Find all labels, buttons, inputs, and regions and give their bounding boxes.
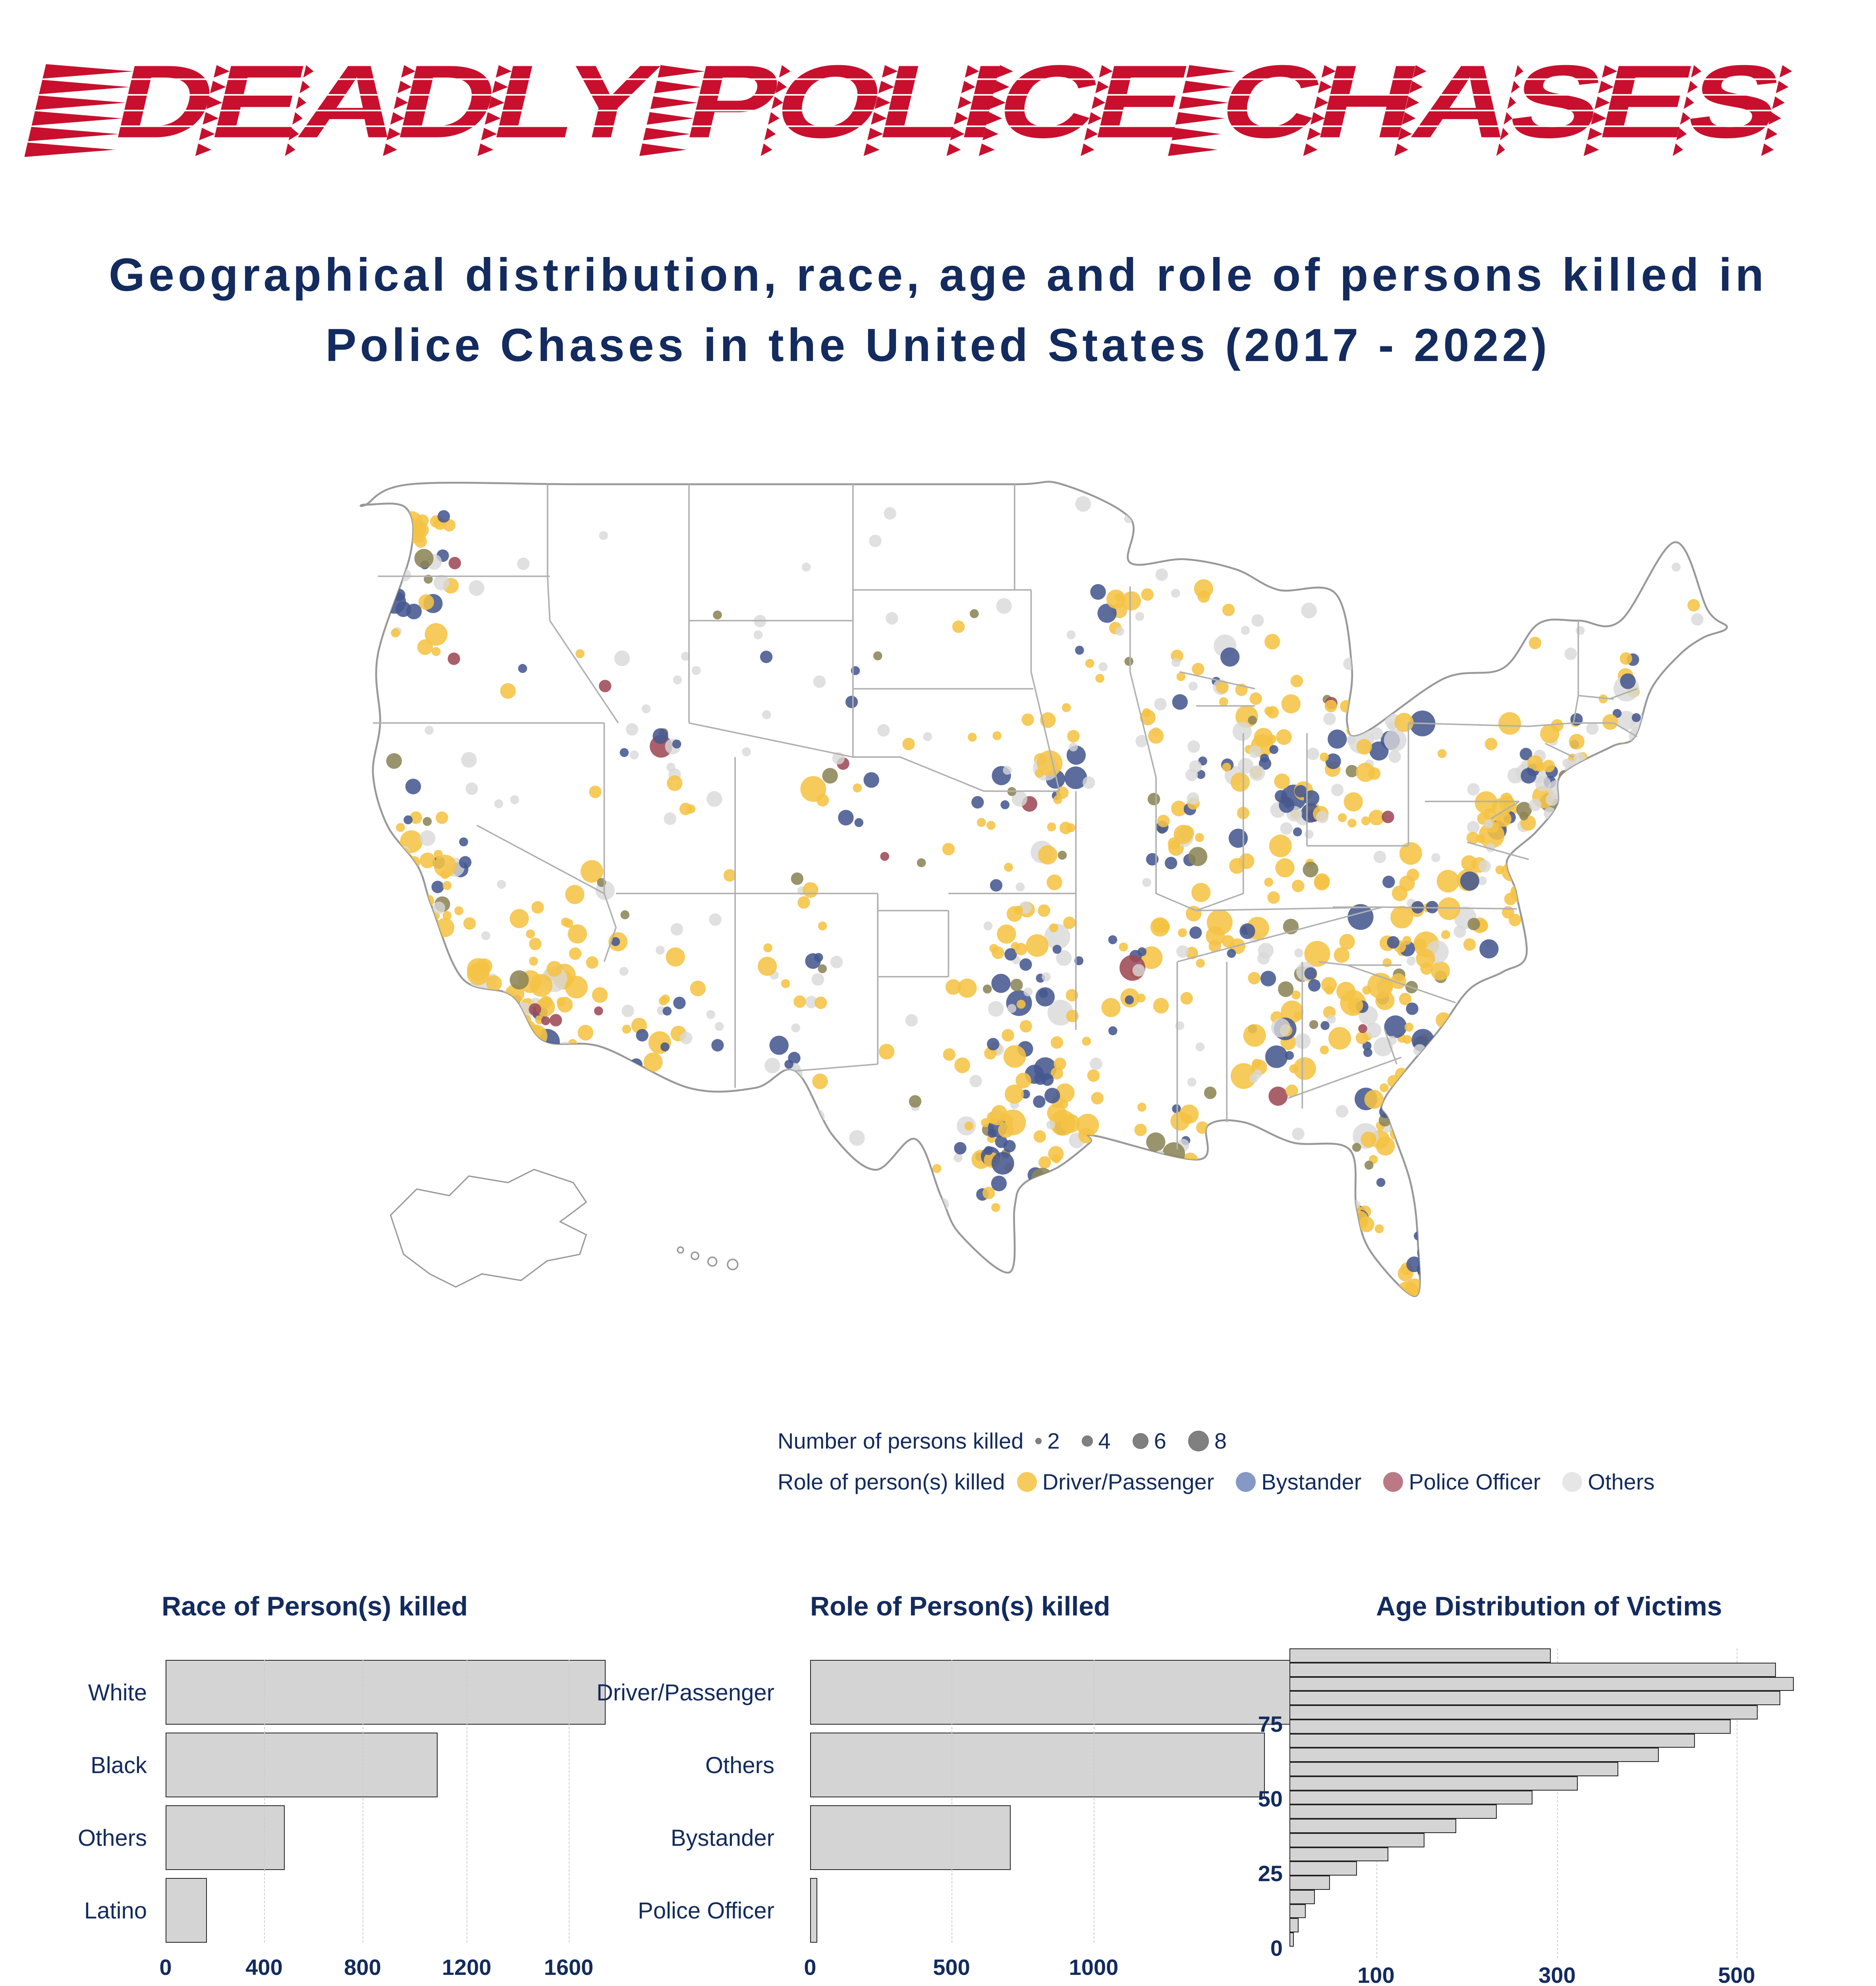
svg-text:DEADLY POLICE CHASES: DEADLY POLICE CHASES <box>104 60 1793 159</box>
